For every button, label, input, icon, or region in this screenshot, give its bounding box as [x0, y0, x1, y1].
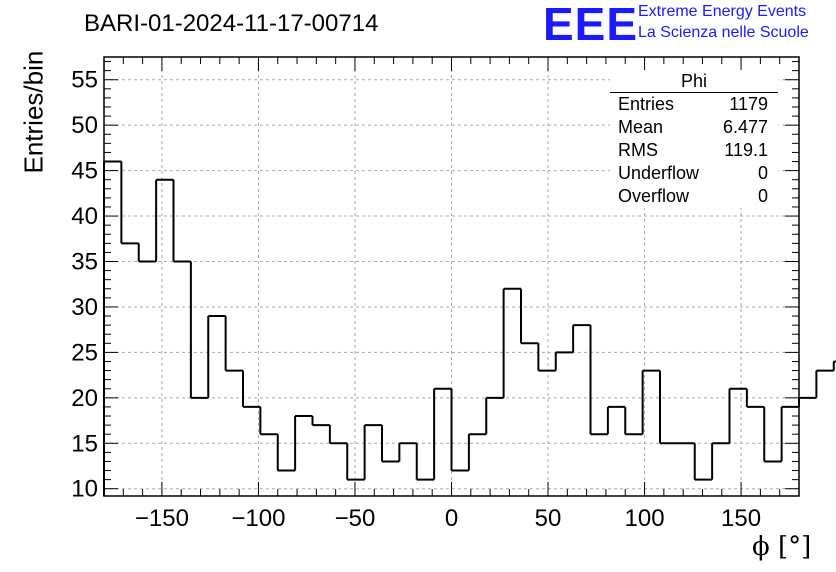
x-tick-label: 150	[721, 505, 761, 532]
stats-value: 0	[757, 163, 768, 183]
y-tick-label: 55	[71, 67, 98, 94]
y-axis-label: Entries/bin	[18, 50, 49, 174]
y-tick-label: 35	[71, 249, 98, 276]
eee-logo: EEE	[543, 0, 639, 50]
x-tick-label: 0	[445, 505, 458, 532]
eee-logo-line1: Extreme Energy Events	[638, 3, 807, 20]
stats-row-underflow: Underflow 0	[610, 162, 778, 185]
eee-logo-line2: La Scienza nelle Scuole	[638, 24, 809, 41]
stats-value: 0	[757, 186, 768, 206]
stats-value: 119.1	[724, 140, 768, 160]
x-tick-label: −50	[335, 505, 376, 532]
y-tick-label: 25	[71, 339, 98, 366]
x-tick-label: −100	[231, 505, 285, 532]
tick-labels: −150 −100 −50 0 50 100 150 10 15 20 25 30 35 40 45 50 55	[71, 67, 761, 532]
x-axis-label: ϕ [°]	[752, 532, 812, 562]
x-tick-label: −150	[135, 505, 189, 532]
x-tick-label: 100	[625, 505, 665, 532]
stats-row-entries: Entries 1179	[610, 93, 778, 116]
stats-row-mean: Mean 6.477	[610, 116, 778, 139]
stats-label: Entries	[618, 94, 675, 114]
y-tick-label: 45	[71, 158, 98, 185]
stats-label: Overflow	[618, 186, 690, 206]
histogram-bins	[103, 160, 836, 496]
stats-label: Underflow	[618, 163, 700, 183]
y-tick-label: 15	[71, 430, 98, 457]
y-tick-label: 50	[71, 112, 98, 139]
y-tick-label: 10	[71, 476, 98, 503]
stats-value: 1179	[729, 94, 768, 114]
stats-box: Phi Entries 1179 Mean 6.477 RMS 119.1 Un…	[610, 70, 778, 208]
axis-ticks	[103, 57, 800, 496]
y-tick-label: 20	[71, 385, 98, 412]
stats-row-overflow: Overflow 0	[610, 185, 778, 208]
stats-row-rms: RMS 119.1	[610, 139, 778, 162]
stats-title: Phi	[610, 70, 778, 93]
stats-label: RMS	[618, 140, 658, 160]
stats-value: 6.477	[722, 117, 768, 137]
y-tick-label: 40	[71, 203, 98, 230]
x-tick-label: 50	[535, 505, 562, 532]
stats-label: Mean	[618, 117, 664, 137]
y-tick-label: 30	[71, 294, 98, 321]
chart-title: BARI-01-2024-11-17-00714	[84, 10, 379, 37]
